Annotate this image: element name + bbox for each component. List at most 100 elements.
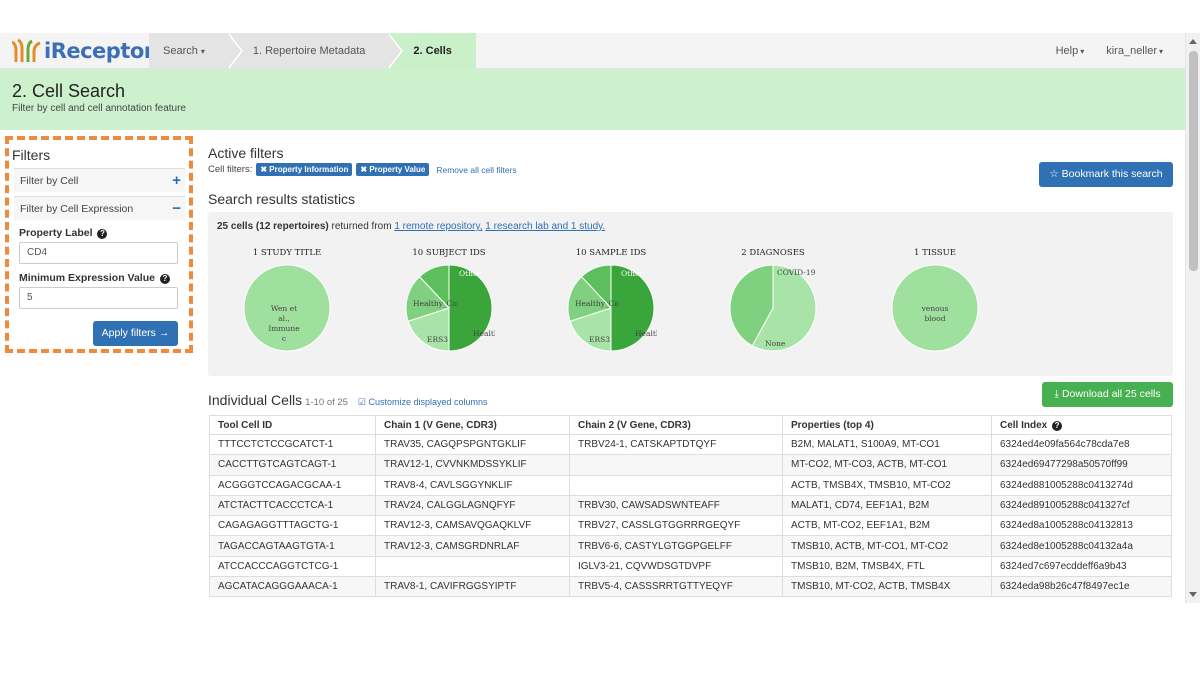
min-expression-input[interactable]: 5 [19, 287, 178, 309]
cell-chain-1: TRAV24, CALGGLAGNQFYF [375, 494, 570, 517]
pie-slice[interactable] [243, 264, 331, 352]
breadcrumb: Search ▾ 1. Repertoire Metadata 2. Cells [149, 33, 476, 69]
help-icon[interactable]: ? [97, 229, 108, 239]
pie-slice[interactable] [891, 264, 979, 352]
table-header-row: Tool Cell ID Chain 1 (V Gene, CDR3) Chai… [209, 415, 1172, 435]
cell-filters-prefix: Cell filters: [208, 164, 253, 175]
download-label: Download all 25 cells [1061, 388, 1161, 400]
col-chain-1[interactable]: Chain 1 (V Gene, CDR3) [375, 415, 570, 435]
table-row[interactable]: CAGAGAGGTTTAGCTG-1 TRAV12-3, CAMSAVQGAQKL… [209, 515, 1172, 537]
help-menu[interactable]: Help ▾ [1056, 45, 1085, 57]
scroll-thumb[interactable] [1189, 51, 1198, 271]
crumb-repertoire-metadata[interactable]: 1. Repertoire Metadata [226, 33, 403, 69]
table-row[interactable]: ATCTACTTCACCCTCA-1 TRAV24, CALGGLAGNQFYF T… [209, 494, 1172, 517]
cell-cell-id: ACGGGTCCAGACGCAA-1 [209, 474, 376, 496]
crumb-repertoire-label: 1. Repertoire Metadata [252, 45, 366, 57]
logo-text: iReceptor [44, 39, 154, 63]
cells-table: Tool Cell ID Chain 1 (V Gene, CDR3) Chai… [209, 415, 1172, 598]
page-subtitle: Filter by cell and cell annotation featu… [12, 103, 186, 114]
table-row[interactable]: TTTCCTCTCCGCATCT-1 TRAV35, CAGQPSPGNTGKLI… [209, 433, 1172, 456]
help-icon[interactable]: ? [159, 274, 170, 284]
filter-tag-property-value[interactable]: ✖ Property Value [356, 163, 430, 176]
cell-properties: TMSB10, B2M, TMSB4X, FTL [782, 555, 992, 578]
col-tool-cell-id[interactable]: Tool Cell ID [209, 415, 376, 435]
property-label-input[interactable]: CD4 [19, 242, 178, 264]
pie-slice[interactable] [567, 275, 612, 322]
col-properties[interactable]: Properties (top 4) [782, 415, 992, 435]
pie-label: Immune [268, 324, 300, 333]
pie-slice[interactable] [729, 264, 774, 347]
plus-icon[interactable]: + [172, 172, 181, 189]
pie-label: COVID-19 [777, 268, 816, 277]
cell-chain-1: TRAV12-3, CAMSGRDNRLAF [375, 535, 570, 557]
chevron-down-icon: ▾ [1158, 47, 1163, 56]
pie-slice[interactable] [751, 264, 817, 352]
col-cell-index[interactable]: Cell Index ? [991, 415, 1172, 435]
filters-panel: Filters Filter by Cell + Filter by Cell … [5, 136, 193, 353]
help-icon[interactable]: ? [1052, 420, 1063, 431]
crumb-search[interactable]: Search ▾ [149, 33, 243, 69]
cell-cell-id: TTTCCTCTCCGCATCT-1 [209, 433, 376, 456]
pie-label: venous [921, 304, 949, 313]
pie-slice[interactable] [407, 307, 450, 352]
nav-right-menu: Help ▾ kira_neller ▾ [1056, 33, 1163, 69]
cell-chain-2 [569, 454, 783, 476]
property-label-heading: Property Label ? [19, 227, 108, 239]
cell-chain-1 [375, 555, 570, 578]
pie-chart: 1 STUDY TITLE Wen et al., Immune c [227, 248, 347, 352]
stats-summary: 25 cells (12 repertoires) returned from … [217, 221, 605, 232]
individual-cells-title: Individual Cells [208, 392, 303, 408]
pie-slice[interactable] [448, 264, 493, 352]
remote-repository-link[interactable]: 1 remote repository, [394, 221, 483, 232]
minus-icon[interactable]: − [172, 200, 181, 217]
table-row[interactable]: AGCATACAGGGAAACA-1 TRAV8-1, CAVIFRGGSYIPT… [209, 576, 1172, 598]
customize-columns-link[interactable]: ☑ Customize displayed columns [358, 397, 488, 407]
cell-cell-id: ATCCACCCAGGTCTCG-1 [209, 555, 376, 578]
pie-title: 10 SUBJECT IDS [412, 248, 486, 258]
user-menu[interactable]: kira_neller ▾ [1106, 45, 1163, 57]
cell-properties: B2M, MALAT1, S100A9, MT-CO1 [782, 433, 992, 456]
remove-all-filters-link[interactable]: Remove all cell filters [436, 164, 517, 175]
stats-count: 25 cells (12 repertoires) [217, 221, 329, 232]
pie-slice[interactable] [405, 275, 450, 322]
scroll-down-arrow-icon[interactable] [1189, 592, 1197, 597]
table-row[interactable]: CACCTTGTCAGTCAGT-1 TRAV12-1, CVVNKMDSSYKL… [209, 454, 1172, 476]
pie-label: Healthy_Co [413, 299, 457, 308]
research-lab-link[interactable]: 1 research lab and 1 study. [485, 221, 606, 232]
cell-chain-1: TRAV12-1, CVVNKMDSSYKLIF [375, 454, 570, 476]
filter-tag-property-information[interactable]: ✖ Property Information [256, 163, 353, 176]
pie-slice[interactable] [580, 264, 612, 310]
cell-properties: ACTB, TMSB4X, TMSB10, MT-CO2 [782, 474, 992, 496]
pie-slice[interactable] [418, 264, 450, 310]
bookmark-search-button[interactable]: ☆ Bookmark this search [1039, 162, 1173, 187]
filter-by-expression-label: Filter by Cell Expression [20, 203, 134, 215]
pie-label: al., [278, 314, 290, 323]
table-row[interactable]: ATCCACCCAGGTCTCG-1 IGLV3-21, CQVWDSGTDVPF… [209, 555, 1172, 578]
pie-title: 1 TISSUE [913, 248, 956, 258]
table-row[interactable]: ACGGGTCCAGACGCAA-1 TRAV8-4, CAVLSGGYNKLIF… [209, 474, 1172, 496]
page-scrollbar[interactable] [1185, 33, 1200, 603]
pie-label: Other [459, 269, 481, 278]
stats-mid: returned from [328, 221, 395, 232]
filter-by-cell-toggle[interactable]: Filter by Cell + [14, 168, 185, 192]
cell-cell-id: ATCTACTTCACCCTCA-1 [209, 494, 376, 517]
cell-chain-2: TRBV27, CASSLGTGGRRRGEQYF [569, 515, 783, 537]
apply-filters-button[interactable]: Apply filters → [93, 321, 178, 346]
cell-chain-1: TRAV12-3, CAMSAVQGAQKLVF [375, 515, 570, 537]
pie-chart: 10 SAMPLE IDS Other Healthy_Co ERS3 Healthy_… [551, 248, 671, 352]
cell-cell-index: 6324eda98b26c47f8497ec1e [991, 576, 1172, 598]
pie-slice[interactable] [610, 264, 655, 352]
cell-chain-1: TRAV35, CAGQPSPGNTGKLIF [375, 433, 570, 456]
pie-title: 10 SAMPLE IDS [575, 248, 647, 258]
filter-by-expression-toggle[interactable]: Filter by Cell Expression − [14, 196, 185, 220]
scroll-up-arrow-icon[interactable] [1189, 39, 1197, 44]
table-row[interactable]: TAGACCAGTAAGTGTA-1 TRAV12-3, CAMSGRDNRLAF… [209, 535, 1172, 557]
col-chain-2[interactable]: Chain 2 (V Gene, CDR3) [569, 415, 783, 435]
crumb-search-label: Search [163, 45, 198, 57]
ireceptor-logo[interactable]: iReceptor [12, 37, 154, 65]
pie-slice[interactable] [569, 307, 612, 352]
download-cells-button[interactable]: ⤓ Download all 25 cells [1042, 382, 1173, 407]
cell-chain-2 [569, 474, 783, 496]
